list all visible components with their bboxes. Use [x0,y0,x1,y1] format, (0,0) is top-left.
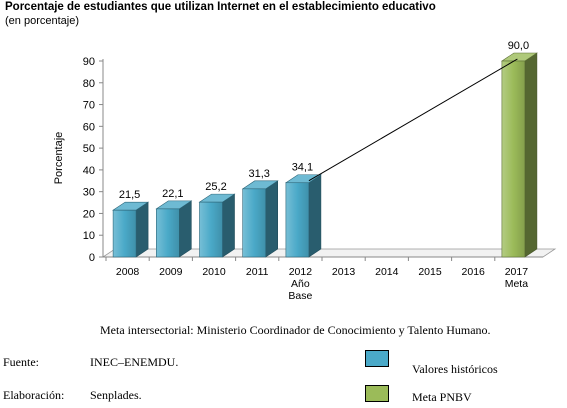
legend-label-historic: Valores históricos [412,362,498,376]
bar [156,208,180,258]
legend-swatch-target [365,385,389,402]
bar [501,60,526,258]
y-axis-label: Porcentaje [53,132,65,185]
y-tick-label: 30 [83,187,95,199]
data-label: 25,2 [205,181,226,193]
bar [112,209,137,258]
y-tick-label: 20 [83,208,95,220]
x-tick-label: 2012 [289,266,313,278]
bar [242,188,266,258]
y-tick-label: 50 [83,143,95,155]
bar [199,201,223,258]
x-tick-label: 2009 [159,266,183,278]
legend-swatch-historic [365,350,389,367]
chart-title: Porcentaje de estudiantes que utilizan I… [5,1,436,13]
y-tick-label: 80 [83,78,95,90]
x-tick-label: 2015 [418,266,442,278]
legend-label-target: Meta PNBV [412,390,472,404]
y-tick-label: 60 [83,121,95,133]
source-value: INEC–ENEMDU. [90,355,179,369]
x-tick-sublabel: Base [288,290,312,302]
bar-side [308,174,322,258]
bar-chart: 0 10 20 30 40 50 60 70 80 90 Porcentaje 2008 2009 201… [53,40,557,302]
bar-side [135,201,149,258]
bar-side [179,200,192,258]
chart-subtitle: (en porcentaje) [5,15,79,27]
x-tick-label: 2008 [116,266,140,278]
bar [285,182,310,258]
data-label: 34,1 [292,162,313,174]
x-tick-label: 2014 [375,266,399,278]
data-label: 31,3 [248,168,269,180]
data-label: 90,0 [508,40,529,52]
bar-side [265,180,279,258]
trend-line [308,58,518,182]
x-tick-label: 2013 [332,266,356,278]
x-tick-sublabel: Meta [505,278,529,290]
y-tick-label: 40 [83,165,95,177]
y-tick-label: 90 [83,56,95,68]
data-label: 21,5 [119,189,140,201]
prepared-value: Senplades. [90,388,142,402]
bar-side [222,193,235,258]
data-label: 22,1 [162,188,183,200]
y-tick-label: 0 [89,252,95,264]
prepared-label: Elaboración: [3,388,65,402]
source-label: Fuente: [3,355,39,369]
y-tick-label: 10 [83,230,95,242]
x-tick-label: 2016 [462,266,486,278]
x-tick-label: 2017 [505,266,529,278]
x-tick-sublabel: Año [291,278,310,290]
bar-side [524,52,538,258]
x-tick-label: 2010 [202,266,226,278]
y-tick-label: 70 [83,100,95,112]
footer-note: Meta intersectorial: Ministerio Coordina… [100,323,491,337]
x-tick-label: 2011 [246,266,269,278]
